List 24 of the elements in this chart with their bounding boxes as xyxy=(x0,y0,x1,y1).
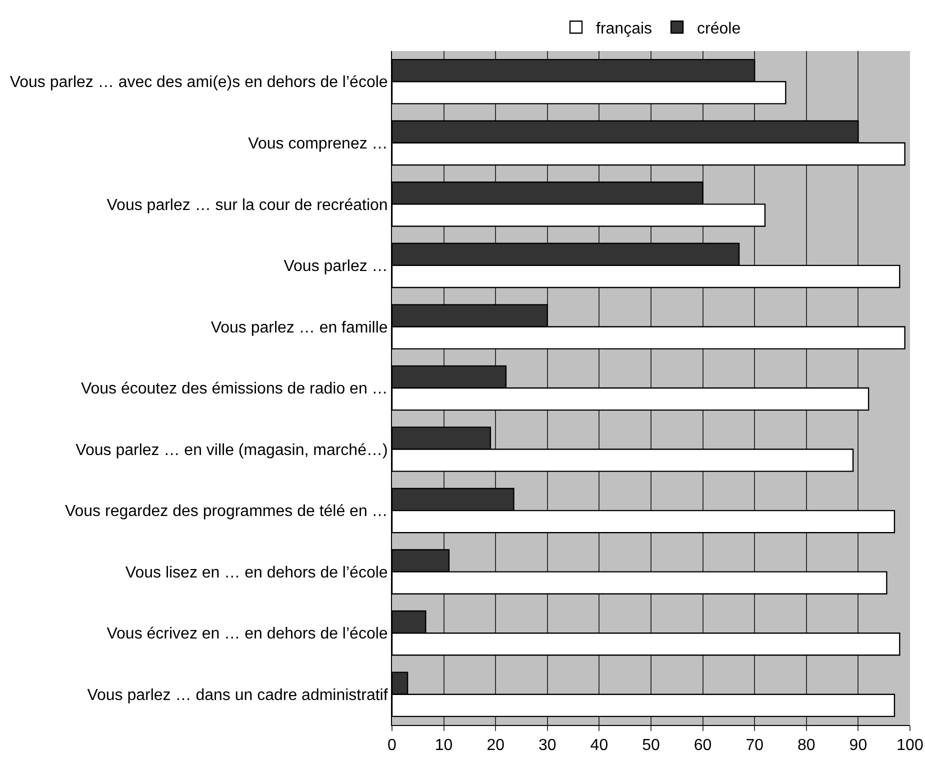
x-tick-label: 10 xyxy=(434,737,453,754)
y-tick-label: Vous regardez des programmes de télé en … xyxy=(64,503,388,520)
y-tick-label: Vous lisez en … en dehors de l’école xyxy=(125,564,388,582)
x-tick-label: 40 xyxy=(590,737,608,754)
x-tick-label: 60 xyxy=(694,737,712,754)
y-tick-label: Vous parlez … dans un cadre administratif xyxy=(87,686,388,704)
y-tick-label: Vous comprenez … xyxy=(248,136,388,153)
legend-label: créole xyxy=(697,20,741,38)
x-tick-label: 20 xyxy=(486,737,505,754)
x-tick-label: 30 xyxy=(538,737,556,754)
y-tick-label: Vous parlez … xyxy=(284,258,388,276)
y-tick-label: Vous parlez … sur la cour de recréation xyxy=(106,196,388,214)
x-tick-label: 0 xyxy=(388,737,397,754)
legend-label: français xyxy=(596,20,652,38)
y-tick-label: Vous écoutez des émissions de radio en … xyxy=(80,380,388,398)
x-tick-label: 70 xyxy=(746,737,764,754)
x-tick-label: 90 xyxy=(849,737,868,754)
y-tick-label: Vous parlez … en ville (magasin, marché…) xyxy=(76,442,388,459)
y-tick-label: Vous parlez … en famille xyxy=(210,319,388,336)
x-tick-label: 50 xyxy=(642,737,660,754)
y-tick-label: Vous parlez … avec des ami(e)s en dehors de l’école xyxy=(10,74,388,92)
y-tick-label: Vous écrivez en … en dehors de l’école xyxy=(106,626,388,643)
x-tick-label: 80 xyxy=(798,737,816,754)
x-tick-label: 100 xyxy=(896,737,924,754)
